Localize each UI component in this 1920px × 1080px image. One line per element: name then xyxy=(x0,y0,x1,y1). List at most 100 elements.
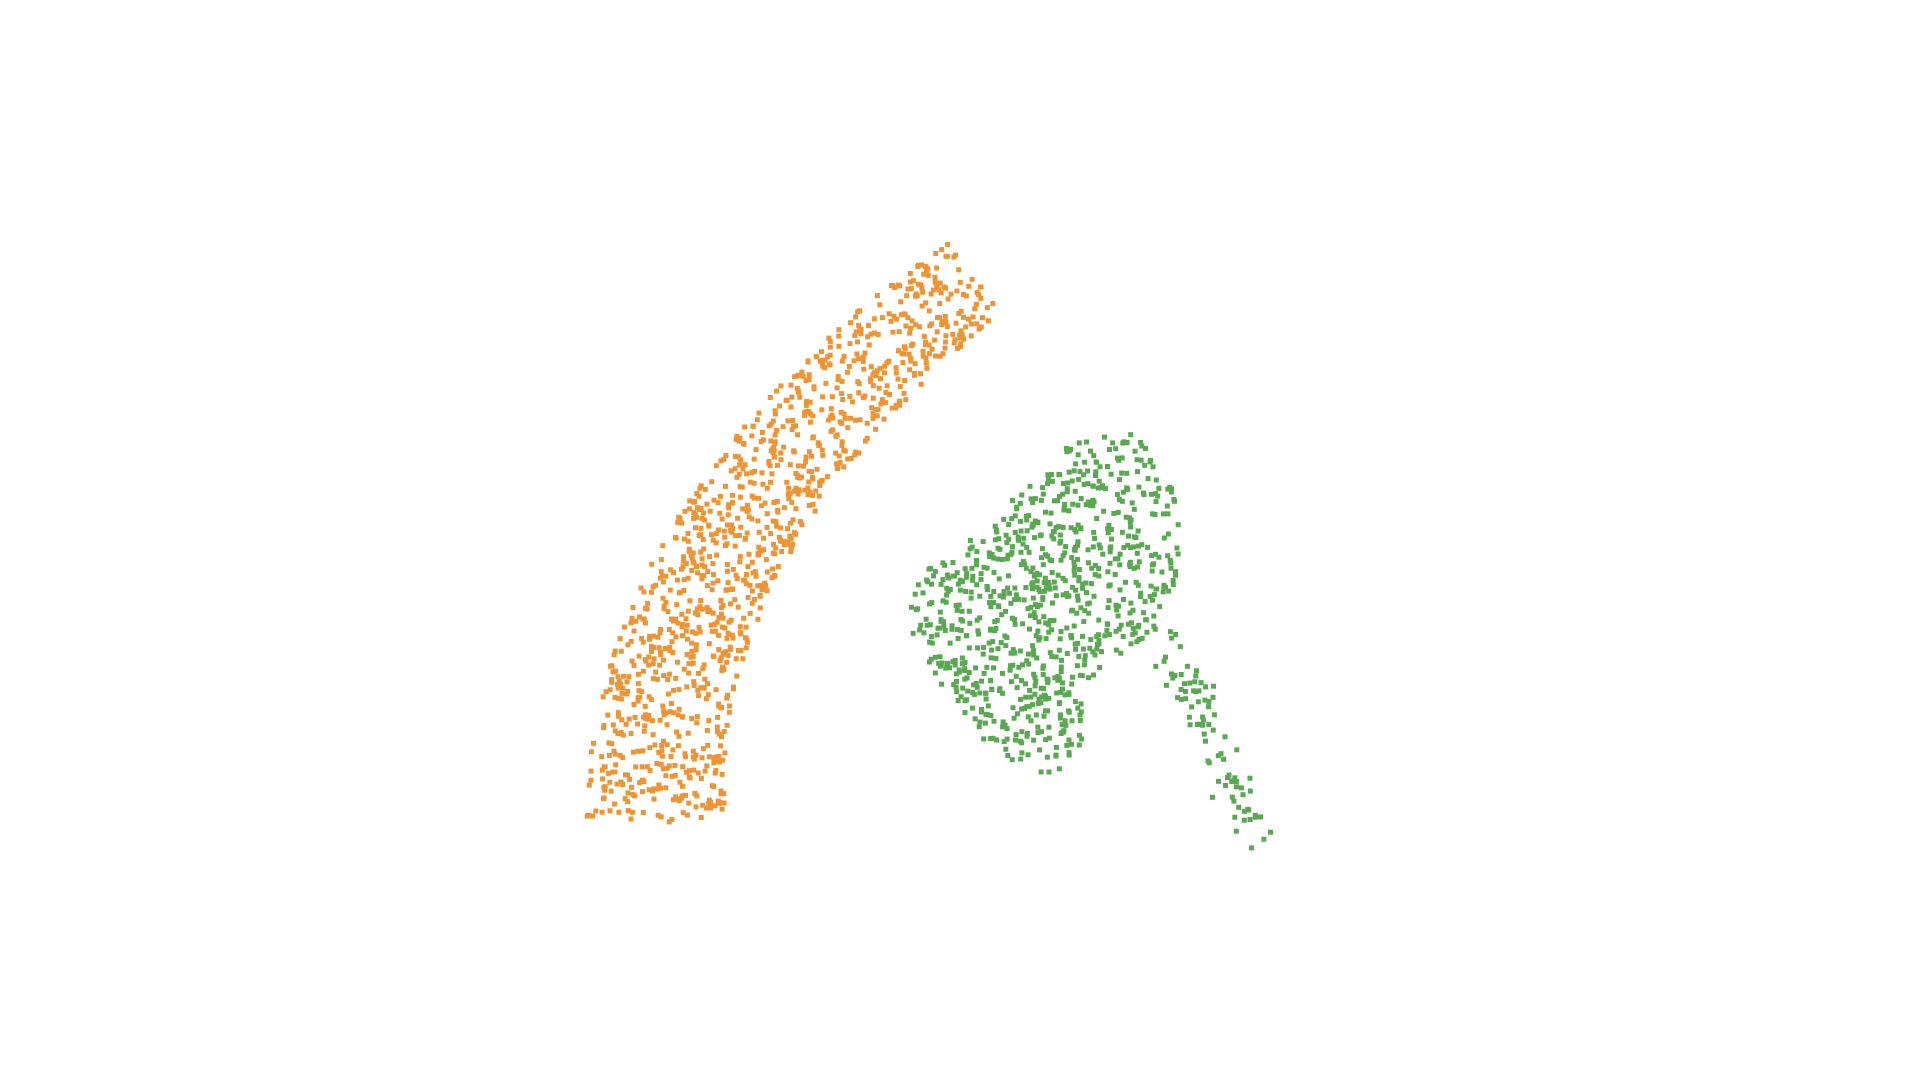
orange-point xyxy=(643,658,649,664)
orange-point xyxy=(725,512,731,518)
orange-point xyxy=(615,713,621,719)
orange-point xyxy=(772,411,778,417)
orange-point xyxy=(742,424,748,430)
green-point xyxy=(1053,593,1059,599)
green-point xyxy=(1183,689,1189,694)
green-point xyxy=(1075,556,1081,562)
green-point xyxy=(1126,533,1131,539)
orange-point xyxy=(810,413,816,419)
orange-point xyxy=(902,378,908,383)
orange-point xyxy=(661,738,666,744)
orange-point xyxy=(670,747,676,753)
green-point xyxy=(1037,602,1043,608)
orange-point xyxy=(980,315,985,321)
orange-point xyxy=(694,491,700,496)
orange-point xyxy=(853,449,859,455)
green-point xyxy=(1066,737,1072,743)
orange-point xyxy=(858,331,864,337)
green-point xyxy=(1138,439,1144,445)
orange-point xyxy=(932,279,938,285)
orange-point xyxy=(977,284,983,290)
green-point xyxy=(1066,708,1072,714)
green-point xyxy=(1014,685,1020,691)
green-point xyxy=(1210,794,1215,800)
green-point xyxy=(1112,572,1118,577)
green-point xyxy=(1051,536,1057,542)
green-point xyxy=(974,684,980,690)
orange-point xyxy=(856,356,862,362)
green-point xyxy=(1130,607,1136,613)
orange-point xyxy=(779,549,785,554)
green-point xyxy=(1013,592,1019,598)
orange-point xyxy=(647,745,653,751)
orange-point xyxy=(588,749,594,755)
orange-point xyxy=(624,691,629,697)
green-point xyxy=(1138,594,1144,600)
orange-point xyxy=(633,764,639,770)
green-point xyxy=(1096,638,1102,644)
orange-point xyxy=(734,433,740,439)
orange-point xyxy=(719,516,725,522)
orange-point xyxy=(763,557,769,563)
orange-point xyxy=(681,558,687,564)
orange-point xyxy=(913,322,918,328)
orange-point xyxy=(963,324,969,330)
orange-point xyxy=(942,313,948,319)
orange-point xyxy=(612,769,618,775)
orange-point xyxy=(768,448,774,454)
orange-point xyxy=(729,632,735,638)
orange-point xyxy=(659,748,665,754)
orange-point xyxy=(749,600,755,606)
green-point xyxy=(1187,722,1193,728)
green-point xyxy=(1095,485,1101,491)
green-point xyxy=(1064,625,1070,631)
orange-point xyxy=(910,278,916,284)
orange-point xyxy=(812,508,818,514)
green-point xyxy=(1031,652,1037,658)
green-point xyxy=(1059,657,1064,663)
orange-point xyxy=(933,251,939,256)
orange-point xyxy=(950,331,956,337)
orange-point xyxy=(786,496,792,501)
green-point xyxy=(987,600,992,606)
green-point xyxy=(1035,730,1041,736)
green-point xyxy=(1076,742,1082,748)
green-point xyxy=(1210,727,1216,733)
green-point xyxy=(1062,502,1068,507)
orange-point xyxy=(708,805,713,811)
orange-point xyxy=(952,337,958,343)
green-point xyxy=(985,703,991,709)
orange-point xyxy=(897,384,903,389)
orange-point xyxy=(693,647,699,653)
green-point xyxy=(1116,626,1122,632)
green-point xyxy=(1232,775,1238,781)
orange-point xyxy=(650,661,656,667)
green-point xyxy=(1028,569,1034,575)
orange-point xyxy=(664,742,670,748)
orange-point xyxy=(785,539,790,545)
orange-point xyxy=(883,400,889,406)
orange-point xyxy=(625,808,631,814)
orange-point xyxy=(683,561,689,567)
orange-point xyxy=(873,426,879,432)
orange-point xyxy=(642,723,648,729)
orange-point xyxy=(837,460,843,465)
green-point xyxy=(962,660,968,665)
orange-point xyxy=(905,315,911,321)
green-point xyxy=(1050,600,1055,606)
orange-point xyxy=(743,581,749,587)
orange-point xyxy=(684,684,690,690)
orange-point xyxy=(908,355,914,361)
orange-point xyxy=(705,692,711,698)
green-point xyxy=(1152,512,1158,517)
green-point xyxy=(1086,600,1092,606)
orange-point xyxy=(721,800,727,806)
orange-point xyxy=(766,423,772,429)
orange-point xyxy=(601,795,607,801)
orange-point xyxy=(695,570,701,576)
orange-point xyxy=(707,508,713,514)
green-point xyxy=(1019,678,1024,683)
orange-point xyxy=(658,569,664,575)
orange-point xyxy=(749,559,755,565)
orange-point xyxy=(734,474,740,480)
